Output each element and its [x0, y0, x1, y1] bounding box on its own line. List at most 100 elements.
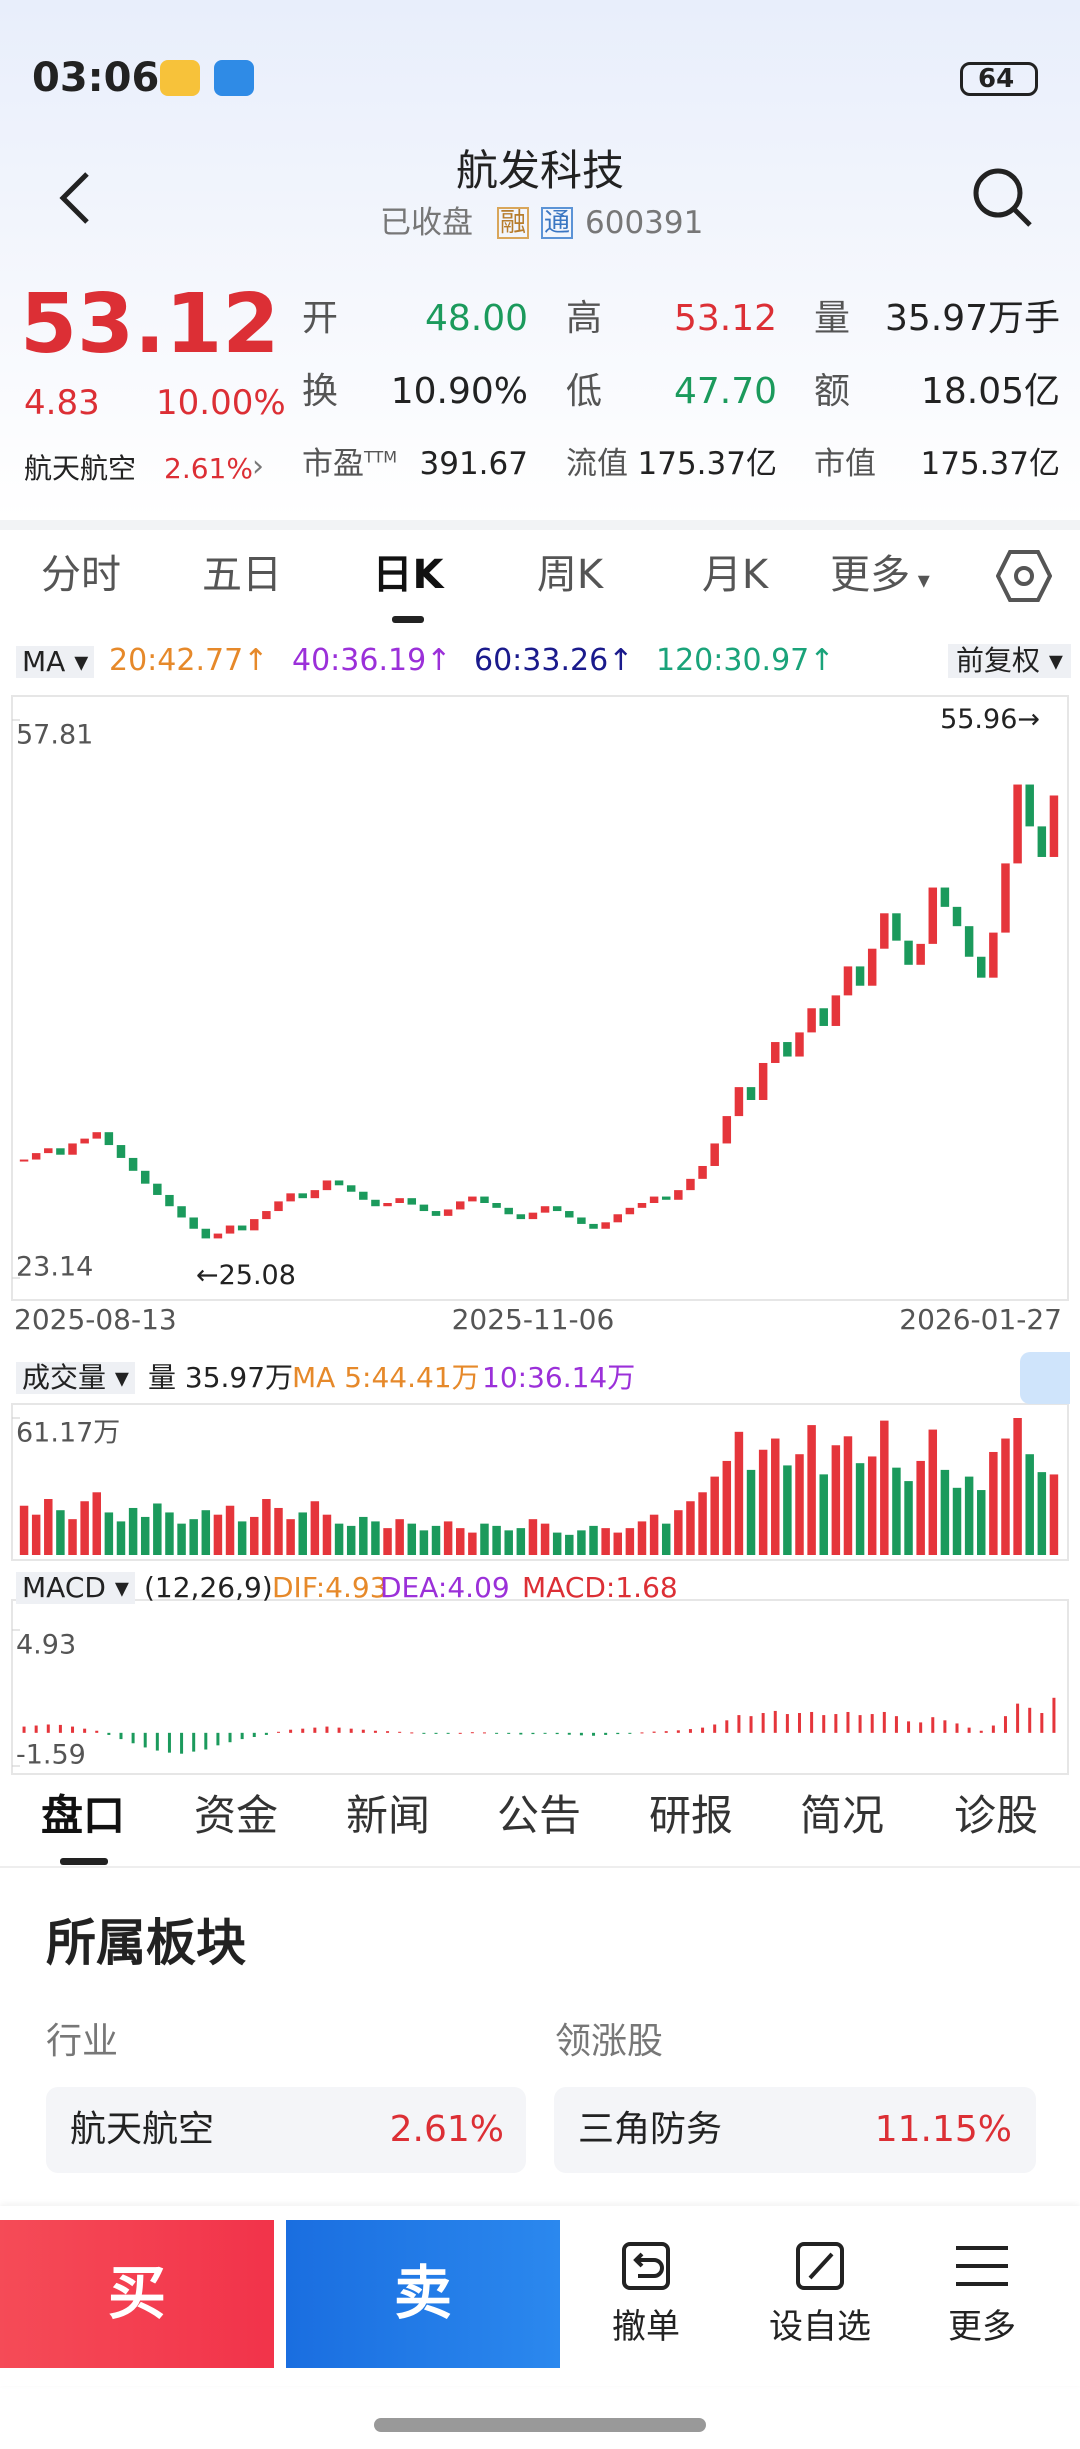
macd-bar	[810, 1711, 814, 1733]
ma-select[interactable]: MA ▾	[16, 646, 95, 678]
stat-label: 额	[814, 371, 851, 412]
x-tick-label: 2026-01-27	[899, 1303, 1062, 1336]
y-tick-label: 61.17万	[16, 1418, 120, 1449]
volume-bar	[916, 1460, 925, 1555]
volume-bar	[140, 1516, 150, 1555]
stat-label: 流值	[566, 445, 628, 482]
search-button[interactable]	[970, 165, 1034, 229]
stat-label: 低	[566, 371, 603, 412]
stat-label: 市盈TTM	[302, 445, 398, 482]
volume-bar	[286, 1519, 295, 1555]
period-tab[interactable]: 月K	[701, 552, 769, 598]
macd-bar	[470, 1732, 474, 1734]
x-tick-label: 2025-08-13	[14, 1303, 177, 1336]
low-annotation: ←25.08	[196, 1260, 296, 1291]
more-icon[interactable]	[954, 2242, 1010, 2290]
watch-icon[interactable]	[794, 2240, 846, 2292]
detail-tab[interactable]: 诊股	[953, 1791, 1038, 1840]
adjust-select[interactable]: 前复权 ▾	[948, 644, 1071, 678]
volume-bar	[734, 1431, 744, 1555]
candle	[310, 1190, 320, 1199]
settings-button[interactable]	[996, 548, 1052, 604]
volume-bar	[649, 1514, 659, 1555]
volume-bar	[940, 1469, 950, 1555]
macd-bar	[592, 1732, 596, 1736]
badge: 融	[497, 207, 530, 239]
period-tab[interactable]: 周K	[536, 552, 604, 598]
candle	[698, 1165, 707, 1179]
tab-underline	[392, 616, 424, 623]
macd-bar	[458, 1732, 462, 1734]
macd-bar	[83, 1728, 87, 1733]
detail-tab[interactable]: 资金	[193, 1791, 278, 1840]
detail-tab[interactable]: 公告	[496, 1791, 581, 1840]
candle	[831, 995, 841, 1026]
volume-select[interactable]: 成交量 ▾	[16, 1362, 135, 1394]
macd-bar	[894, 1716, 898, 1733]
stat-label: 换	[302, 371, 339, 412]
period-tab[interactable]: 更多 ▾	[830, 552, 930, 598]
volume-bar	[989, 1451, 998, 1555]
volume-bar	[577, 1530, 586, 1555]
volume-bar	[565, 1534, 574, 1555]
candle	[722, 1116, 732, 1144]
candle	[383, 1202, 392, 1207]
buy-button[interactable]	[0, 2220, 274, 2368]
candle	[80, 1138, 89, 1144]
volume-bar	[516, 1528, 526, 1555]
volume-bar	[371, 1521, 380, 1555]
candle	[577, 1217, 586, 1224]
volume-bar	[855, 1463, 865, 1555]
volume-bar	[843, 1436, 853, 1555]
detail-tab[interactable]: 盘口	[40, 1791, 125, 1840]
period-tab[interactable]: 五日	[202, 552, 282, 598]
macd-bar	[373, 1730, 377, 1733]
leader-card[interactable]	[554, 2087, 1036, 2173]
candle	[892, 913, 901, 941]
sell-button[interactable]	[286, 2220, 560, 2368]
industry-card[interactable]	[46, 2087, 526, 2173]
volume-bar	[56, 1510, 65, 1555]
sector-link[interactable]: 航天航空	[24, 452, 137, 485]
macd-bar	[22, 1726, 26, 1733]
macd-bar	[34, 1725, 38, 1733]
chevron: ›	[252, 449, 264, 484]
volume-bar	[528, 1519, 538, 1555]
collapse-button[interactable]	[1020, 1352, 1070, 1404]
macd-bar	[398, 1731, 402, 1733]
macd-bar	[882, 1711, 886, 1733]
stat-label: 市值	[814, 445, 876, 482]
cancel-icon[interactable]	[620, 2240, 672, 2292]
macd-bar	[822, 1715, 826, 1733]
panel-frame	[11, 1403, 1069, 1561]
detail-tab[interactable]: 新闻	[345, 1791, 430, 1840]
stat-value: 48.00	[424, 298, 528, 339]
stat-value: 35.97万手	[884, 298, 1060, 339]
high-annotation: 55.96→	[940, 704, 1040, 735]
candle	[359, 1191, 368, 1200]
detail-tab[interactable]: 简况	[799, 1791, 884, 1840]
macd-bar	[991, 1725, 995, 1733]
candle	[843, 966, 853, 996]
candle	[419, 1204, 429, 1212]
macd-bar	[446, 1732, 450, 1734]
volume-bar	[904, 1481, 913, 1555]
candle	[31, 1153, 41, 1160]
candle	[952, 906, 962, 927]
candle	[855, 966, 865, 986]
back-button[interactable]	[55, 170, 95, 226]
volume-bar	[225, 1505, 235, 1555]
period-tab[interactable]: 日K	[372, 552, 444, 598]
macd-bar	[798, 1713, 801, 1733]
macd-bar	[531, 1732, 535, 1735]
candle	[601, 1222, 610, 1229]
home-indicator	[374, 2418, 706, 2432]
period-tab[interactable]: 分时	[41, 552, 121, 598]
stock-code: 600391	[585, 205, 704, 241]
macd-select[interactable]: MACD ▾	[16, 1572, 135, 1604]
detail-tab[interactable]: 研报	[648, 1791, 733, 1840]
macd-bar	[943, 1720, 947, 1733]
candle	[637, 1202, 647, 1208]
candle	[649, 1196, 659, 1203]
candle	[710, 1143, 719, 1166]
